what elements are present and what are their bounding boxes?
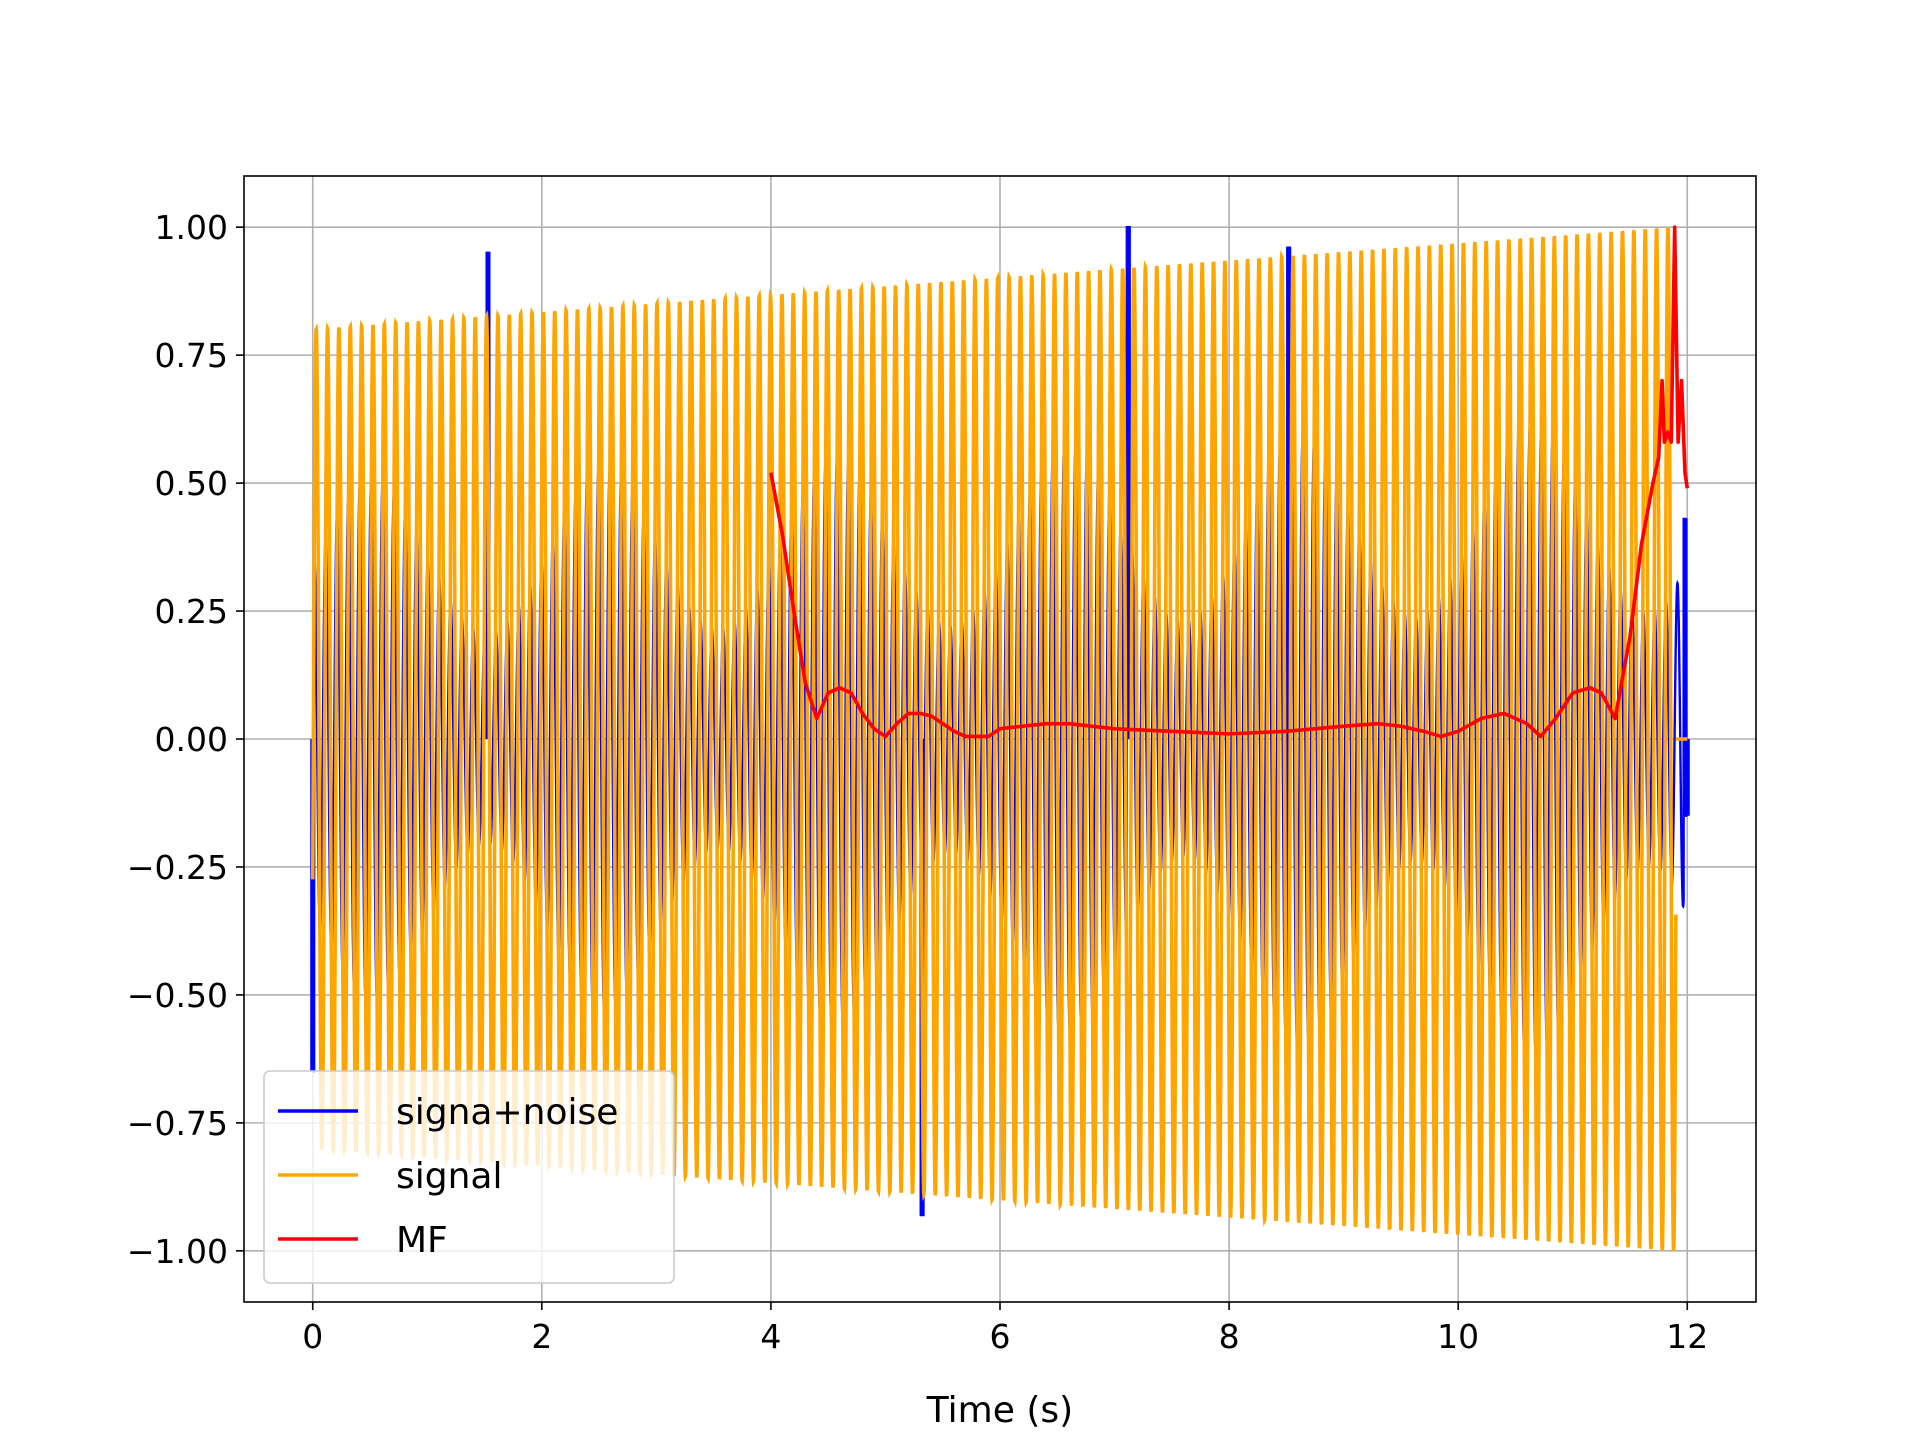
legend-label: signa+noise	[396, 1092, 618, 1133]
legend-label: signal	[396, 1156, 503, 1197]
legend-label: MF	[396, 1220, 448, 1261]
x-axis-label: Time (s)	[926, 1390, 1073, 1431]
series-signal-line	[310, 227, 1678, 1252]
series-layer	[310, 225, 1690, 1252]
x-tick-label: 8	[1219, 1317, 1240, 1356]
x-tick-label: 10	[1437, 1317, 1479, 1356]
ticks: 0 2 4 6 8 10 12 1.00 0.75 0.50 0.25 0.00 −0.25 −0.50 −…	[127, 208, 1708, 1356]
x-tick-label: 12	[1666, 1317, 1708, 1356]
y-tick-label: 1.00	[155, 208, 228, 247]
series-mf-line	[769, 225, 1690, 739]
y-tick-label: 0.00	[155, 720, 228, 759]
y-tick-label: −0.75	[127, 1104, 228, 1143]
y-tick-label: −1.00	[127, 1232, 228, 1271]
y-tick-label: −0.50	[127, 976, 228, 1015]
legend: signa+noise signal MF	[263, 1070, 675, 1284]
legend-box	[263, 1070, 675, 1284]
y-tick-label: 0.50	[155, 464, 228, 503]
x-tick-label: 2	[531, 1317, 552, 1356]
x-tick-label: 4	[760, 1317, 781, 1356]
y-tick-label: −0.25	[127, 848, 228, 887]
x-tick-label: 0	[302, 1317, 323, 1356]
y-tick-label: 0.75	[155, 336, 228, 375]
x-tick-label: 6	[990, 1317, 1011, 1356]
y-tick-label: 0.25	[155, 592, 228, 631]
